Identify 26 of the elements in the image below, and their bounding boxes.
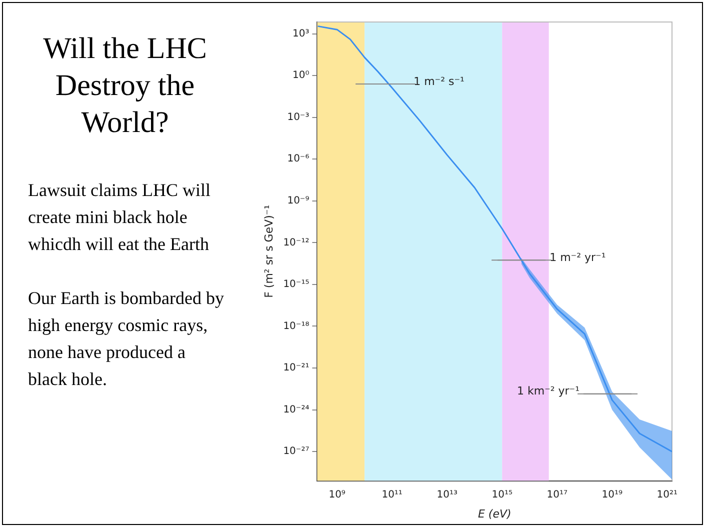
y-tick-label: 10⁻³ [287, 112, 310, 123]
text: Our Earth is bombarded by high energy cosmic rays, none have produced a black hole. [28, 287, 224, 391]
y-tick-label: 10⁻¹⁵ [283, 279, 310, 290]
x-tick-label: 10¹⁹ [602, 489, 623, 500]
y-tick-label: 10⁻⁶ [287, 154, 310, 165]
y-tick-label: 10⁻¹² [283, 237, 310, 248]
y-tick-label: 10³ [292, 28, 310, 40]
y-axis-title: F (m² sr s GeV)⁻¹ [262, 204, 276, 298]
text: Lawsuit claims LHC will create mini black hole whicdh will eat the Earth [28, 179, 212, 256]
x-tick-label: 10¹³ [436, 489, 458, 500]
annotation: 1 m⁻² s⁻¹ [414, 74, 464, 88]
y-tick-label: 10⁻⁹ [287, 195, 310, 206]
x-tick-label: 10¹⁵ [492, 489, 512, 500]
annotation: 1 km⁻² yr⁻¹ [516, 384, 580, 398]
x-tick-label: 10²¹ [656, 489, 678, 500]
y-tick-label: 10⁻²¹ [283, 362, 310, 374]
text: Will the LHC Destroy the World? [42, 31, 208, 141]
x-tick-label: 10⁹ [328, 489, 346, 500]
annotation: 1 m⁻² yr⁻¹ [550, 250, 606, 264]
x-tick-label: 10¹¹ [382, 489, 402, 500]
y-tick-label: 10⁰ [292, 70, 310, 82]
x-tick-label: 10¹⁷ [546, 489, 568, 500]
x-axis-title: E (eV) [478, 507, 512, 520]
y-tick-label: 10⁻²⁷ [283, 446, 310, 458]
y-tick-label: 10⁻¹⁸ [283, 320, 310, 332]
y-tick-label: 10⁻²⁴ [283, 404, 310, 416]
